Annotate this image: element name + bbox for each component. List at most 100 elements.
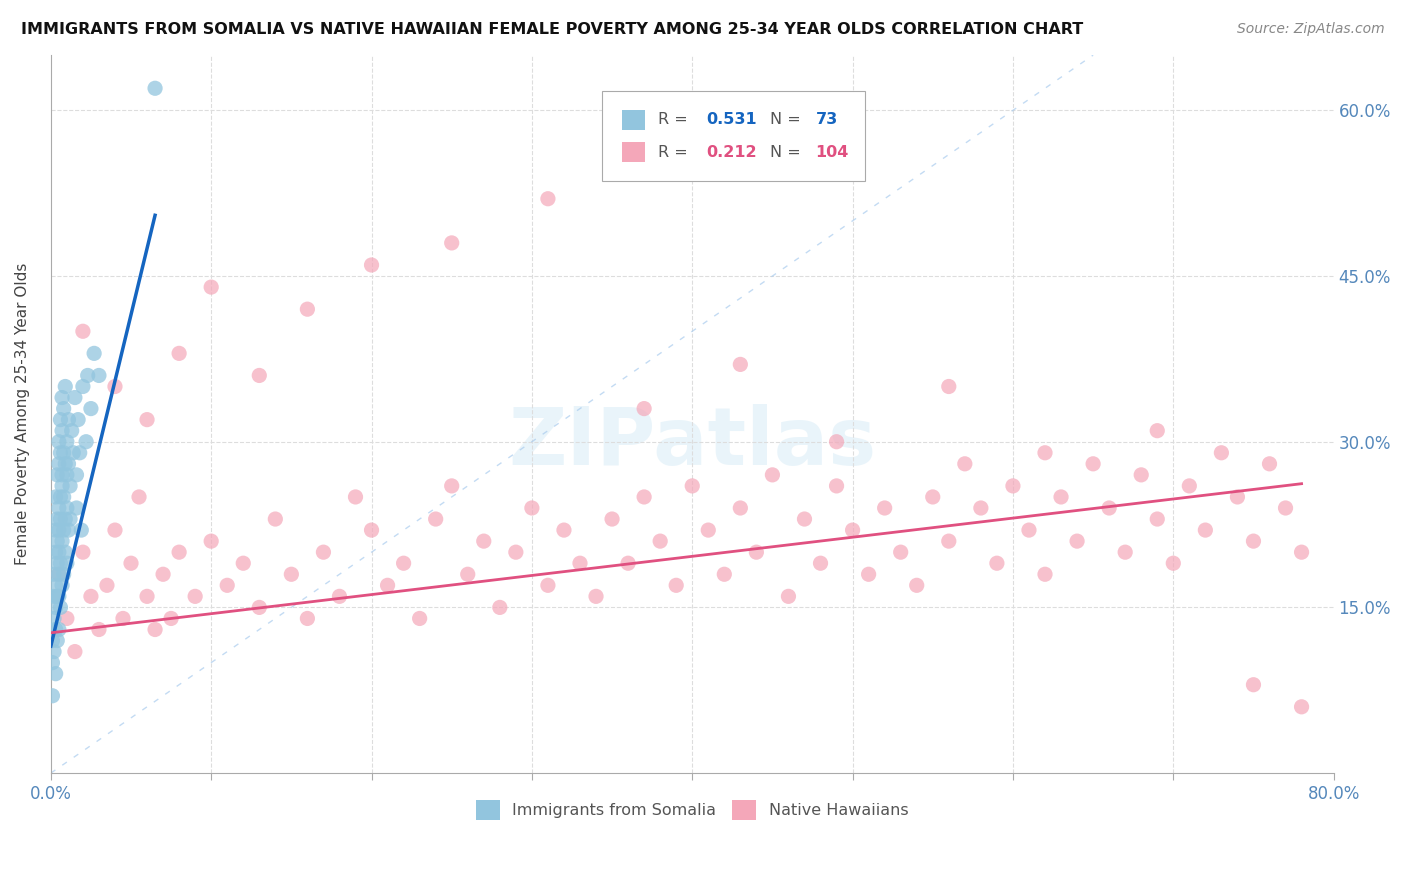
Point (264, 512, 287, 526)
Point (48, 457, 70, 471)
Point (42, 644, 65, 658)
Text: 0.531: 0.531 (706, 112, 756, 128)
Point (392, 556, 415, 570)
Point (160, 611, 183, 625)
Point (167, 346, 190, 360)
Point (1178, 479, 1201, 493)
Text: 104: 104 (815, 145, 849, 160)
Point (80, 401, 103, 416)
Point (905, 578, 928, 592)
Point (62, 446, 84, 460)
Point (1291, 699, 1313, 714)
Point (45, 600, 67, 615)
Point (633, 490, 655, 504)
Point (87, 368, 110, 383)
Point (65, 501, 87, 516)
Point (1258, 457, 1281, 471)
Point (1291, 545, 1313, 559)
Point (247, 600, 270, 615)
Point (49, 412, 72, 426)
Point (520, 501, 543, 516)
Point (730, 501, 752, 516)
Point (53, 545, 76, 559)
Point (440, 235, 463, 250)
Point (80, 590, 103, 604)
FancyBboxPatch shape (621, 110, 645, 130)
Point (200, 534, 222, 549)
Text: Source: ZipAtlas.com: Source: ZipAtlas.com (1237, 22, 1385, 37)
Point (52, 446, 75, 460)
Text: IMMIGRANTS FROM SOMALIA VS NATIVE HAWAIIAN FEMALE POVERTY AMONG 25-34 YEAR OLDS : IMMIGRANTS FROM SOMALIA VS NATIVE HAWAII… (21, 22, 1084, 37)
Point (360, 258, 382, 272)
Point (457, 567, 479, 582)
Point (49, 556, 72, 570)
Point (52, 401, 75, 416)
Point (46, 534, 69, 549)
Point (858, 567, 880, 582)
Point (63, 644, 86, 658)
Point (440, 479, 463, 493)
Text: ZIPatlas: ZIPatlas (508, 404, 876, 482)
Point (51, 424, 73, 438)
Point (58, 523, 80, 537)
Point (713, 567, 735, 582)
Point (1146, 424, 1168, 438)
Point (51, 479, 73, 493)
Point (136, 590, 159, 604)
Point (48, 623, 70, 637)
Point (921, 490, 943, 504)
Point (45, 490, 67, 504)
Point (360, 523, 382, 537)
Point (1130, 467, 1153, 482)
Point (408, 611, 430, 625)
Legend: Immigrants from Somalia, Native Hawaiians: Immigrants from Somalia, Native Hawaiian… (470, 794, 915, 826)
Point (1066, 534, 1088, 549)
Point (1211, 446, 1233, 460)
Point (76, 368, 98, 383)
Point (232, 556, 254, 570)
Point (553, 523, 575, 537)
Point (46, 556, 69, 570)
Point (96, 578, 118, 592)
Point (48, 567, 70, 582)
Point (53, 379, 76, 393)
Point (938, 379, 960, 393)
Point (1081, 457, 1104, 471)
Point (46, 633, 69, 648)
Point (793, 512, 815, 526)
Point (472, 534, 495, 549)
Point (41, 689, 63, 703)
Point (45, 666, 67, 681)
Point (51, 578, 73, 592)
Point (104, 379, 127, 393)
Point (697, 523, 720, 537)
Point (152, 567, 174, 582)
Point (217, 578, 239, 592)
Point (46, 590, 69, 604)
Point (63, 391, 86, 405)
Point (730, 358, 752, 372)
Point (48, 501, 70, 516)
Point (45, 545, 67, 559)
Point (143, 81, 166, 95)
Point (938, 534, 960, 549)
Point (59, 512, 82, 526)
Point (56, 556, 79, 570)
Point (1033, 446, 1056, 460)
Point (128, 490, 150, 504)
Point (167, 545, 190, 559)
Point (143, 623, 166, 637)
Point (328, 590, 350, 604)
Point (537, 192, 560, 206)
Text: N =: N = (770, 145, 807, 160)
Point (665, 578, 688, 592)
Point (810, 556, 832, 570)
Point (51, 534, 73, 549)
Point (1226, 490, 1249, 504)
Point (312, 545, 335, 559)
Point (104, 523, 127, 537)
Point (56, 501, 79, 516)
Text: 0.212: 0.212 (706, 145, 756, 160)
Point (297, 302, 319, 317)
Point (120, 556, 142, 570)
